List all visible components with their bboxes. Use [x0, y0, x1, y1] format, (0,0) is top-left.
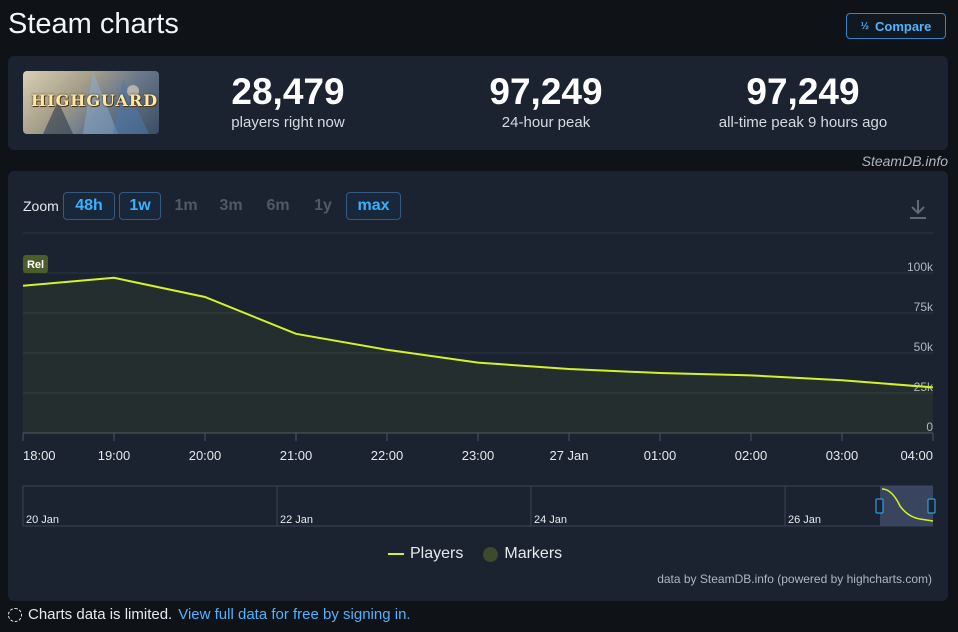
- navigator-left-handle: [875, 498, 884, 514]
- players-line-icon: [388, 553, 404, 555]
- players-line: [22, 276, 934, 389]
- legend-players[interactable]: Players: [388, 545, 463, 563]
- zoom-48h-button[interactable]: 48h: [63, 192, 115, 220]
- x-tick-label: 22:00: [371, 448, 404, 463]
- x-tick-label: 02:00: [735, 448, 768, 463]
- game-logo[interactable]: HIGHGUARD: [23, 71, 159, 134]
- navigator-date-label: 20 Jan: [26, 514, 59, 526]
- navigator-date-label: 26 Jan: [788, 514, 821, 526]
- zoom-max-button[interactable]: max: [346, 192, 401, 220]
- fraction-icon: ½: [860, 20, 869, 32]
- navigator-date-label: 24 Jan: [534, 514, 567, 526]
- x-tick-label: 27 Jan: [549, 448, 588, 463]
- sign-in-link[interactable]: View full data for free by signing in.: [178, 606, 411, 623]
- x-tick-label: 20:00: [189, 448, 222, 463]
- stat-24h-peak: 97,249 24-hour peak: [456, 71, 636, 132]
- all-time-peak-label: all-time peak 9 hours ago: [718, 114, 888, 131]
- page-title: Steam charts: [8, 8, 179, 40]
- navigator-series-line: [881, 488, 934, 522]
- y-tick-label: 75k: [914, 300, 934, 314]
- markers-dot-icon: [483, 546, 499, 562]
- navigator-right-handle: [927, 498, 936, 514]
- zoom-1w-button[interactable]: 1w: [119, 192, 161, 220]
- stats-panel: HIGHGUARD 28,479 players right now 97,24…: [8, 56, 948, 150]
- players-now-value: 28,479: [231, 71, 345, 112]
- x-tick-label: 03:00: [826, 448, 859, 463]
- y-tick-label: 100k: [907, 260, 934, 274]
- release-marker-label: Rel: [27, 259, 44, 271]
- stat-players-now: 28,479 players right now: [198, 71, 378, 132]
- game-art: [43, 71, 149, 134]
- zoom-1y-button[interactable]: 1y: [314, 197, 332, 214]
- x-tick-label: 19:00: [98, 448, 131, 463]
- x-tick-label: 01:00: [644, 448, 677, 463]
- navigator-date-label: 22 Jan: [280, 514, 313, 526]
- chart-legend: Players Markers: [388, 545, 562, 563]
- release-marker: [23, 255, 48, 273]
- legend-markers[interactable]: Markers: [483, 545, 562, 563]
- legend-players-label: Players: [410, 545, 464, 562]
- players-area: [23, 277, 933, 433]
- footer-note: Charts data is limited. View full data f…: [8, 606, 411, 623]
- chart-credits[interactable]: data by SteamDB.info (powered by highcha…: [657, 572, 932, 586]
- dashed-circle-icon: [8, 607, 22, 622]
- zoom-1m-button[interactable]: 1m: [174, 197, 198, 214]
- zoom-label: Zoom: [23, 198, 59, 214]
- zoom-3m-button[interactable]: 3m: [219, 197, 243, 214]
- y-tick-label: 50k: [914, 340, 934, 354]
- x-tick-label: 23:00: [462, 448, 495, 463]
- compare-button-label: Compare: [874, 18, 932, 34]
- x-tick-label: 04:00: [900, 448, 933, 463]
- zoom-6m-button[interactable]: 6m: [266, 197, 290, 214]
- navigator-selection: [880, 486, 933, 526]
- stat-all-time-peak: 97,249 all-time peak 9 hours ago: [698, 71, 908, 132]
- y-tick-label: 0: [926, 420, 933, 434]
- x-tick-label: 18:00: [23, 448, 56, 463]
- peak-24h-label: 24-hour peak: [501, 114, 591, 131]
- footer-text: Charts data is limited.: [28, 606, 173, 623]
- peak-24h-value: 97,249: [489, 71, 603, 112]
- download-icon[interactable]: [907, 197, 929, 221]
- x-tick-label: 21:00: [280, 448, 313, 463]
- steamdb-credit[interactable]: SteamDB.info: [861, 153, 948, 169]
- players-now-label: players right now: [231, 114, 345, 131]
- compare-button[interactable]: ½ Compare: [846, 13, 946, 39]
- chart-panel: Zoom 48h 1w 1m 3m 6m 1y max 0 25k 50k 75k 10…: [8, 171, 948, 601]
- game-logo-text: HIGHGUARD: [31, 91, 159, 110]
- legend-markers-label: Markers: [504, 545, 563, 562]
- all-time-peak-value: 97,249: [746, 71, 860, 112]
